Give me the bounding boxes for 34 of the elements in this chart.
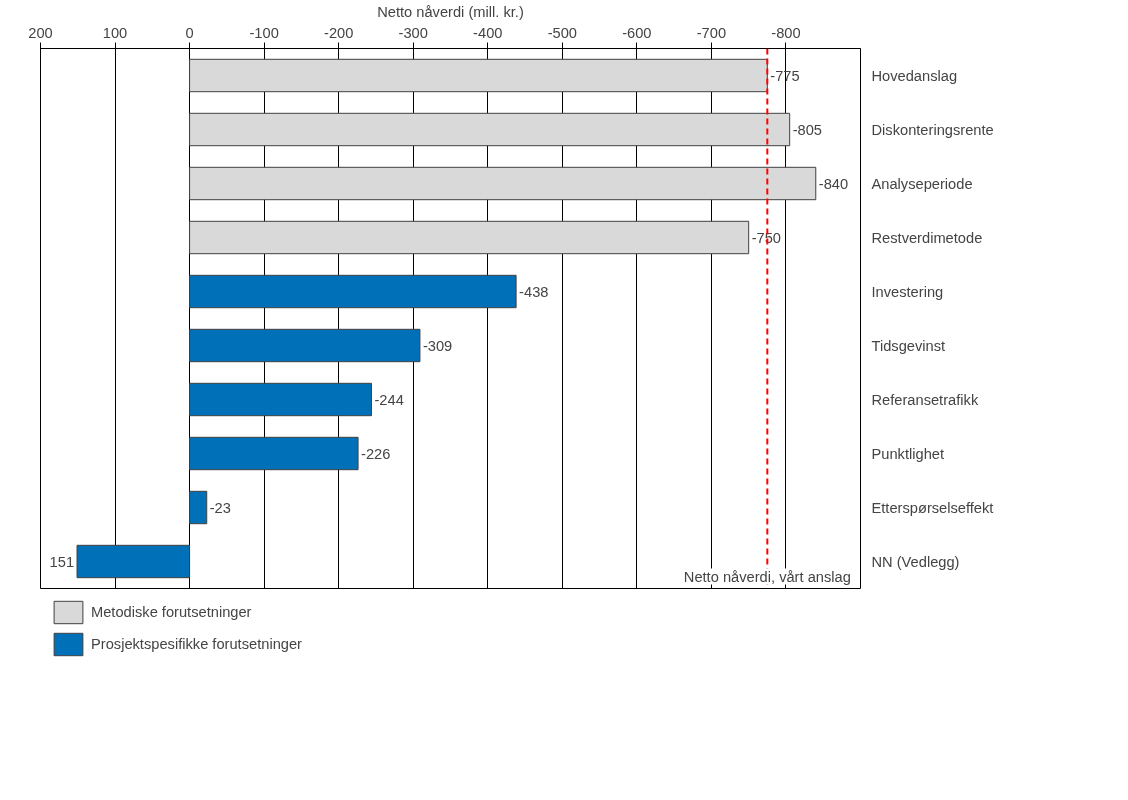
y-tick-label: Punktlighet <box>871 445 945 462</box>
x-tick-label: 0 <box>185 24 194 41</box>
data-label: -244 <box>374 391 404 408</box>
x-tick-label: -400 <box>473 24 503 41</box>
y-tick-label: Investering <box>871 283 944 300</box>
y-tick-label: Analyseperiode <box>871 175 973 192</box>
legend-label: Prosjektspesifikke forutsetninger <box>91 636 302 652</box>
x-tick-label: -300 <box>398 24 428 41</box>
data-label: 151 <box>49 553 75 570</box>
ref-line-label: Netto nåverdi, vårt anslag <box>683 568 851 585</box>
y-tick-label: Diskonteringsrente <box>871 121 994 138</box>
legend-label: Metodiske forutsetninger <box>91 604 252 620</box>
y-tick-label: Tidsgevinst <box>871 337 946 354</box>
x-tick-label: -700 <box>696 24 727 41</box>
x-tick-label: 200 <box>28 24 53 41</box>
data-label: -438 <box>519 283 549 300</box>
x-tick-label: -200 <box>324 24 354 41</box>
y-tick-label: Referansetrafikk <box>871 391 979 408</box>
y-tick-label: Restverdimetode <box>871 229 983 246</box>
x-tick-label: -100 <box>249 24 279 41</box>
data-label: -805 <box>792 121 823 138</box>
y-tick-label: NN (Vedlegg) <box>871 553 960 570</box>
data-label: -226 <box>361 445 391 462</box>
x-tick-label: -600 <box>622 24 652 41</box>
data-label: -750 <box>751 229 782 246</box>
data-label: -840 <box>818 175 849 192</box>
y-tick-label: Etterspørselseffekt <box>871 499 994 516</box>
x-tick-label: 100 <box>102 24 128 41</box>
x-tick-label: -800 <box>771 24 801 41</box>
data-label: -309 <box>422 337 453 354</box>
y-tick-label: Hovedanslag <box>871 67 958 84</box>
x-axis-title: Netto nåverdi (mill. kr.) <box>377 3 524 20</box>
data-label: -23 <box>209 499 231 516</box>
x-tick-label: -500 <box>547 24 577 41</box>
